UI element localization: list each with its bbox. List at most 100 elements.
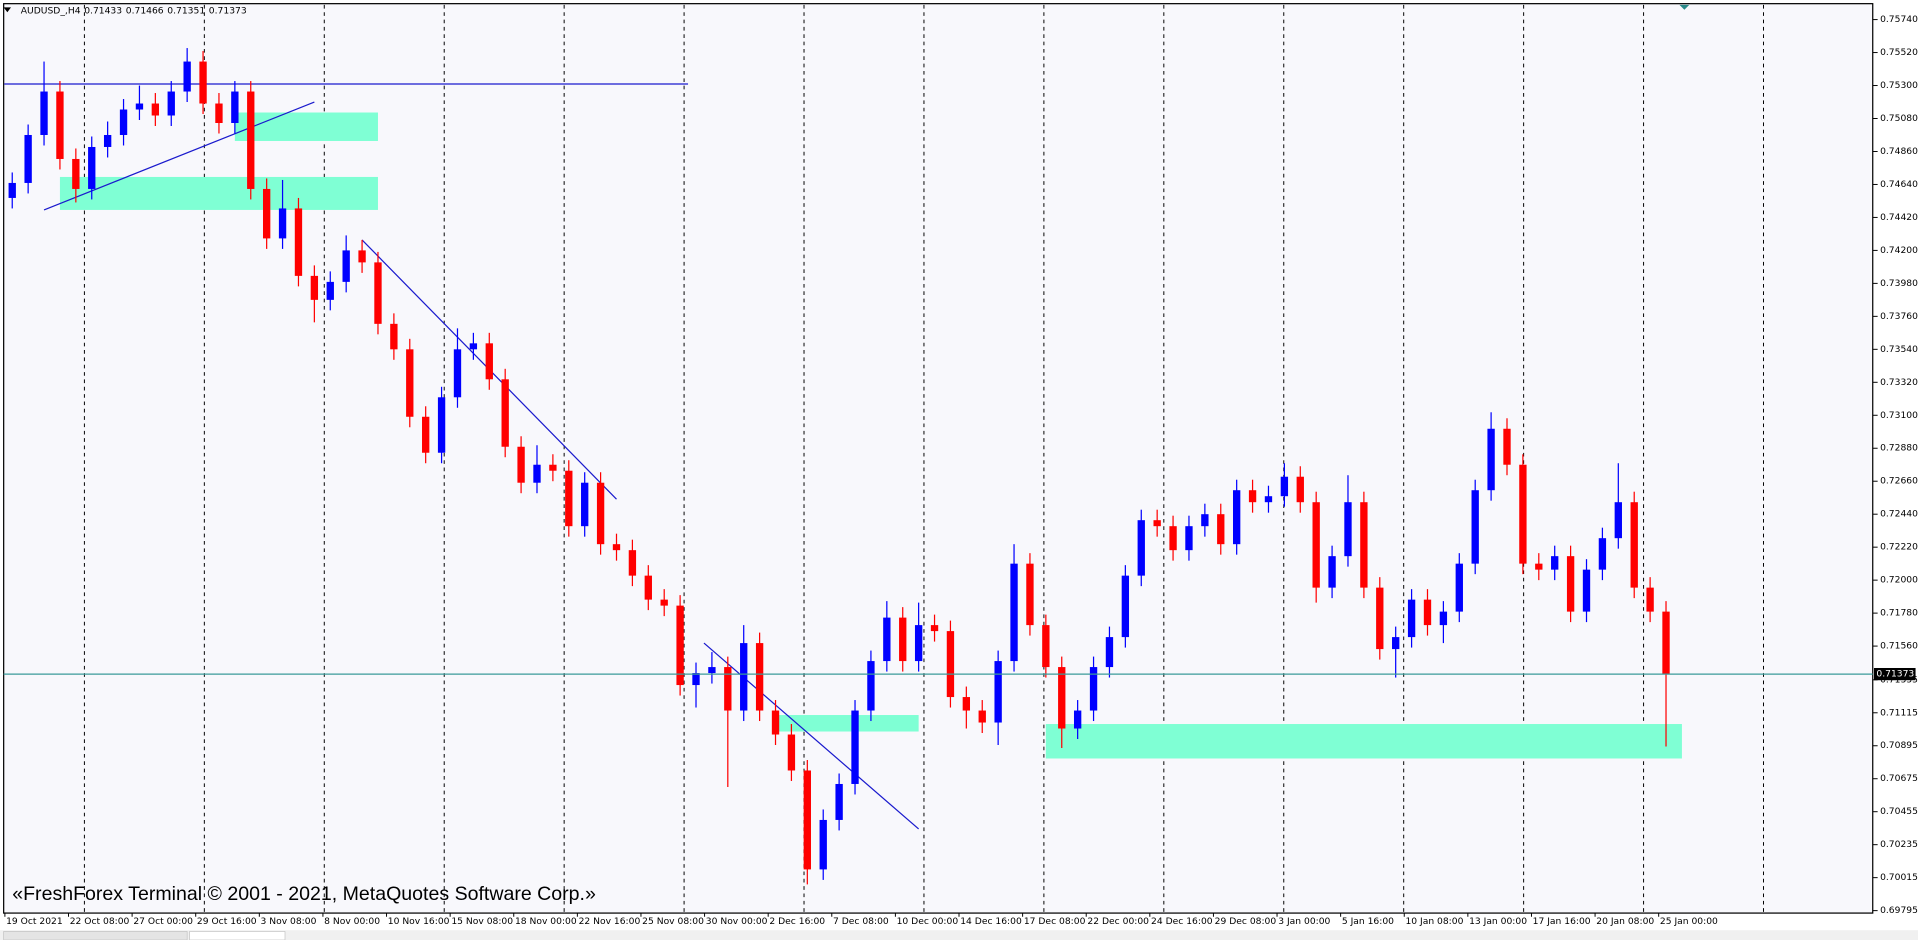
candle-body <box>1089 667 1098 711</box>
candle-body <box>151 103 160 116</box>
candle-body <box>247 91 255 189</box>
candle-body <box>644 575 652 600</box>
candle-body <box>40 91 48 135</box>
y-tick-label: 0.71115 <box>1880 707 1918 718</box>
candle-body <box>103 134 112 147</box>
y-tick-label: 0.75080 <box>1880 113 1918 124</box>
candle-body <box>660 599 668 606</box>
y-tick-label: 0.74420 <box>1880 212 1918 223</box>
x-tick-label: 3 Nov 08:00 <box>261 916 317 927</box>
candle-body <box>708 667 716 674</box>
candle-body <box>517 446 525 483</box>
y-tick-label: 0.75740 <box>1880 14 1918 25</box>
zone <box>59 176 378 210</box>
candle-body <box>1376 587 1384 650</box>
candle-body <box>24 134 32 183</box>
candle-body <box>1201 514 1209 527</box>
candle-body <box>692 673 700 686</box>
candle-body <box>612 544 621 551</box>
y-tick-label: 0.73980 <box>1880 278 1918 289</box>
candle-body <box>469 343 478 350</box>
candle-body <box>596 482 605 545</box>
candle-body <box>215 103 223 124</box>
tab[interactable] <box>189 931 286 940</box>
x-tick-label: 25 Nov 08:00 <box>642 916 704 927</box>
candle-body <box>422 416 430 453</box>
x-tick-label: 30 Nov 00:00 <box>706 916 768 927</box>
candle-body <box>533 464 541 483</box>
x-tick-label: 29 Oct 16:00 <box>197 916 257 927</box>
candle-body <box>1169 526 1177 551</box>
x-tick-label: 22 Nov 16:00 <box>579 916 641 927</box>
header-value: 0.71466 <box>126 6 164 17</box>
candle-body <box>1566 556 1575 612</box>
x-tick-label: 24 Dec 16:00 <box>1151 916 1213 927</box>
candle-body <box>119 109 128 135</box>
candle-body <box>167 91 175 116</box>
candle-body <box>724 667 732 711</box>
candle-body <box>1026 563 1034 626</box>
price-label-box <box>1873 667 1916 681</box>
candle-body <box>437 397 446 453</box>
candle-body <box>994 661 1002 723</box>
candle-body <box>1360 502 1368 588</box>
y-tick-label: 0.72000 <box>1880 575 1918 586</box>
candle-body <box>1217 514 1225 545</box>
candle-body <box>1280 476 1289 497</box>
candle-body <box>1392 637 1400 650</box>
candle-body <box>1407 599 1416 638</box>
candle-body <box>1455 563 1463 612</box>
y-tick-label: 0.72660 <box>1880 476 1918 487</box>
y-tick-label: 0.70015 <box>1880 872 1918 883</box>
y-tick-label: 0.74200 <box>1880 245 1918 256</box>
candle-body <box>1137 520 1145 576</box>
x-tick-label: 7 Dec 08:00 <box>833 916 889 927</box>
candle-body <box>771 710 780 735</box>
x-tick-label: 20 Jan 08:00 <box>1596 916 1654 927</box>
candle-body <box>1105 637 1114 668</box>
chart-layer: 0.69795 0.70015 0.70235 0.70455 0.70675 0.708… <box>3 4 1918 927</box>
candle-body <box>278 208 287 239</box>
candle-body <box>581 482 589 527</box>
candle-body <box>1248 490 1257 503</box>
candle-body <box>342 250 350 282</box>
candle-body <box>183 61 191 92</box>
y-tick-label: 0.71560 <box>1880 641 1918 652</box>
candle-body <box>326 281 334 300</box>
candle-body <box>1503 428 1511 465</box>
x-tick-label: 22 Oct 08:00 <box>70 916 130 927</box>
candle-body <box>199 61 207 104</box>
y-tick-label: 0.72440 <box>1880 509 1918 520</box>
x-tick-label: 19 Oct 2021 <box>6 916 63 927</box>
tab-bar <box>0 930 1918 940</box>
candle-body <box>787 734 796 771</box>
zone <box>1045 724 1682 759</box>
candle-body <box>1233 490 1241 545</box>
symbol: AUDUSD_,H4 <box>21 6 81 17</box>
candle-body <box>310 275 319 300</box>
tab[interactable] <box>3 931 188 940</box>
candle-body <box>1535 563 1543 570</box>
x-tick-label: 10 Nov 16:00 <box>388 916 450 927</box>
candle-body <box>1328 556 1336 588</box>
y-tick-label: 0.73540 <box>1880 344 1918 355</box>
candle-body <box>803 770 811 870</box>
candle-body <box>867 661 875 711</box>
x-tick-label: 3 Jan 00:00 <box>1278 916 1330 927</box>
zone <box>234 112 378 141</box>
marker <box>1679 4 1690 10</box>
candle-body <box>819 819 827 870</box>
y-tick-label: 0.69795 <box>1880 905 1918 916</box>
y-tick-label: 0.70455 <box>1880 806 1918 817</box>
x-tick-label: 2 Dec 16:00 <box>769 916 825 927</box>
y-tick-label: 0.73320 <box>1880 377 1918 388</box>
candle-body <box>1121 575 1130 638</box>
candle-body <box>72 158 80 189</box>
candle-body <box>1296 476 1304 503</box>
candle-body <box>1582 569 1591 612</box>
candle-body <box>1344 502 1352 557</box>
candle-body <box>1471 490 1479 564</box>
candle-body <box>962 697 971 711</box>
candle-body <box>1662 611 1670 675</box>
